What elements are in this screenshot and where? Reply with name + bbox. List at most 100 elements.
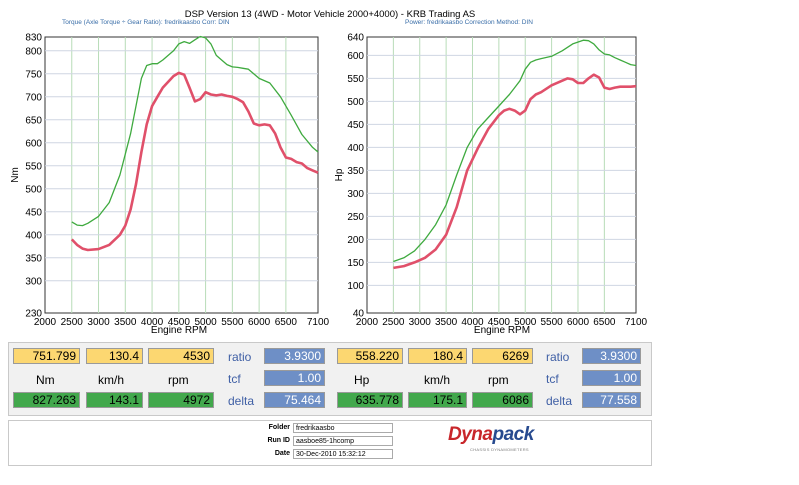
x-tick-label: 4000 xyxy=(461,317,484,328)
x-tick-label: 3500 xyxy=(435,317,458,328)
x-tick-label: 7100 xyxy=(307,317,330,328)
power-rpm-unit: rpm xyxy=(488,373,509,387)
torque-delta-label: delta xyxy=(228,394,255,408)
power-subtitle: Power: fredrikaasbo Correction Method: D… xyxy=(405,19,533,26)
power-delta-value: 77.558 xyxy=(582,392,641,408)
x-axis-label: Engine RPM xyxy=(474,325,530,336)
y-tick-label: 300 xyxy=(25,276,42,287)
x-tick-label: 6500 xyxy=(275,317,298,328)
y-tick-label: 450 xyxy=(347,120,364,131)
x-tick-label: 2500 xyxy=(382,317,405,328)
x-tick-label: 5500 xyxy=(221,317,244,328)
torque-compare-rpm: 4972 xyxy=(148,392,214,408)
power-max-speed: 180.4 xyxy=(408,348,467,364)
x-axis-label: Engine RPM xyxy=(151,325,207,336)
report-title: DSP Version 13 (4WD - Motor Vehicle 2000… xyxy=(184,9,476,20)
x-tick-label: 5500 xyxy=(540,317,563,328)
power-compare-rpm: 6086 xyxy=(472,392,533,408)
y-tick-label: 750 xyxy=(25,69,42,80)
y-tick-label: 700 xyxy=(25,92,42,103)
y-tick-label: 250 xyxy=(347,212,364,223)
x-tick-label: 6000 xyxy=(248,317,271,328)
torque-chart: 2000 2500 3000 3500 4000 4500 5000 5500 6000 6500… xyxy=(10,33,330,337)
y-tick-label: 600 xyxy=(25,138,42,149)
y-tick-label: 400 xyxy=(25,230,42,241)
y-tick-label: 450 xyxy=(25,207,42,218)
torque-delta-value: 75.464 xyxy=(264,392,325,408)
y-tick-label: 830 xyxy=(25,33,42,44)
y-tick-label: 100 xyxy=(347,281,364,292)
y-tick-label: 550 xyxy=(25,161,42,172)
y-tick-label: 640 xyxy=(347,33,364,44)
x-tick-label: 2000 xyxy=(356,317,379,328)
dynapack-logo: Dynapack xyxy=(448,424,534,445)
y-tick-label: 800 xyxy=(25,46,42,57)
y-tick-label: 350 xyxy=(25,253,42,264)
torque-max-value: 751.799 xyxy=(13,348,80,364)
plot-area xyxy=(44,36,319,314)
y-tick-label: 200 xyxy=(347,235,364,246)
red-series-line xyxy=(70,71,319,252)
torque-max-speed: 130.4 xyxy=(86,348,143,364)
x-tick-label: 3000 xyxy=(87,317,110,328)
x-tick-label: 3500 xyxy=(114,317,137,328)
folder-value: fredrikaasbo xyxy=(293,423,393,433)
x-tick-label: 5000 xyxy=(194,317,217,328)
x-tick-label: 4000 xyxy=(141,317,164,328)
torque-subtitle: Torque (Axle Torque ÷ Gear Ratio): fredr… xyxy=(62,19,230,26)
torque-ratio-label: ratio xyxy=(228,350,252,364)
y-axis-label: Hp xyxy=(334,168,345,181)
x-tick-label: 4500 xyxy=(168,317,191,328)
y-tick-label: 600 xyxy=(347,51,364,62)
torque-ratio-value: 3.9300 xyxy=(264,348,325,364)
power-ratio-value: 3.9300 xyxy=(582,348,641,364)
power-compare-value: 635.778 xyxy=(337,392,403,408)
y-tick-label: 300 xyxy=(347,189,364,200)
y-tick-label: 230 xyxy=(25,309,42,320)
y-tick-label: 150 xyxy=(347,258,364,269)
y-tick-label: 500 xyxy=(25,184,42,195)
y-tick-label: 40 xyxy=(353,309,365,320)
folder-label: Folder xyxy=(268,424,290,431)
torque-compare-value: 827.263 xyxy=(13,392,80,408)
torque-unit-label: Nm xyxy=(36,373,55,387)
x-tick-label: 3000 xyxy=(409,317,432,328)
power-max-rpm: 6269 xyxy=(472,348,533,364)
x-tick-label: 6000 xyxy=(567,317,590,328)
power-compare-speed: 175.1 xyxy=(408,392,467,408)
torque-rpm-unit: rpm xyxy=(168,373,189,387)
x-tick-label: 5000 xyxy=(514,317,537,328)
torque-compare-speed: 143.1 xyxy=(86,392,143,408)
y-tick-label: 650 xyxy=(25,115,42,126)
y-axis-label: Nm xyxy=(10,167,21,183)
x-tick-label: 7100 xyxy=(625,317,648,328)
y-tick-label: 550 xyxy=(347,74,364,85)
date-value: 30-Dec-2010 15:32:12 xyxy=(293,449,393,459)
torque-max-rpm: 4530 xyxy=(148,348,214,364)
runid-value: aasboe85-1hcomp xyxy=(293,436,393,446)
power-tcf-value: 1.00 xyxy=(582,370,641,386)
dyno-report: DSP Version 13 (4WD - Motor Vehicle 2000… xyxy=(8,9,652,466)
y-tick-label: 350 xyxy=(347,166,364,177)
power-ratio-label: ratio xyxy=(546,350,570,364)
x-tick-label: 6500 xyxy=(593,317,616,328)
power-tcf-label: tcf xyxy=(546,372,559,386)
torque-speed-unit: km/h xyxy=(98,373,125,387)
logo-tagline: CHASSIS DYNAMOMETERS xyxy=(470,447,529,452)
power-speed-unit: km/h xyxy=(424,373,451,387)
power-delta-label: delta xyxy=(546,394,573,408)
torque-tcf-value: 1.00 xyxy=(264,370,325,386)
power-chart: 2000 2500 3000 3500 4000 4500 5000 5500 6000 6500… xyxy=(334,33,648,337)
x-tick-label: 4500 xyxy=(488,317,511,328)
date-label: Date xyxy=(274,450,290,457)
green-series-line xyxy=(71,35,319,227)
green-series-line xyxy=(393,39,637,263)
x-tick-label: 2000 xyxy=(34,317,57,328)
y-tick-label: 400 xyxy=(347,143,364,154)
red-series-line xyxy=(393,73,637,270)
plot-area xyxy=(366,36,637,314)
torque-tcf-label: tcf xyxy=(228,372,241,386)
power-max-value: 558.220 xyxy=(337,348,403,364)
y-tick-label: 500 xyxy=(347,97,364,108)
x-tick-label: 2500 xyxy=(61,317,84,328)
